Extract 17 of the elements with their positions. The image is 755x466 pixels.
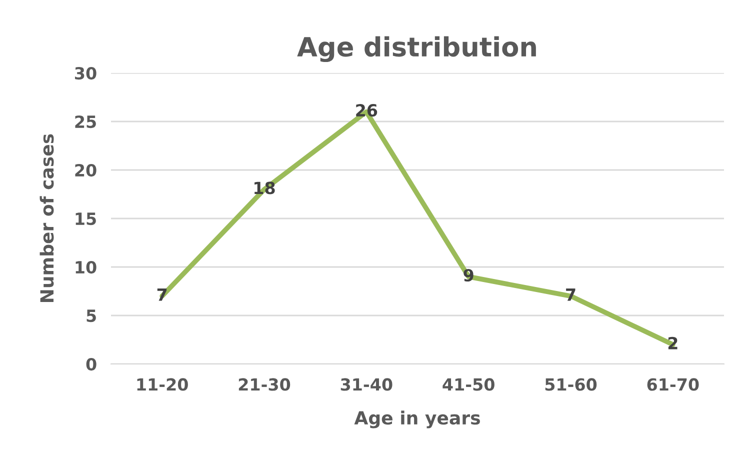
chart-title: Age distribution [297,36,536,62]
x-tick-label: 51-60 [545,378,597,391]
y-tick-label: 25 [75,115,96,128]
y-tick-label: 30 [75,66,96,80]
y-tick-label: 20 [75,164,96,177]
y-tick-label: 15 [76,212,96,226]
y-tick-label: 0 [86,358,96,371]
data-label: 26 [356,104,378,117]
y-axis-title: Number of cases [40,134,54,302]
x-tick-label: 21-30 [238,378,290,391]
x-tick-label: 11-20 [137,378,188,391]
x-axis-title: Age in years [354,410,480,428]
y-tick-label: 5 [86,310,96,322]
x-tick-label: 61-70 [647,378,699,391]
x-tick-label: 41-50 [442,378,494,391]
x-tick-label: 31-40 [340,378,392,391]
y-tick-label: 10 [76,260,96,274]
